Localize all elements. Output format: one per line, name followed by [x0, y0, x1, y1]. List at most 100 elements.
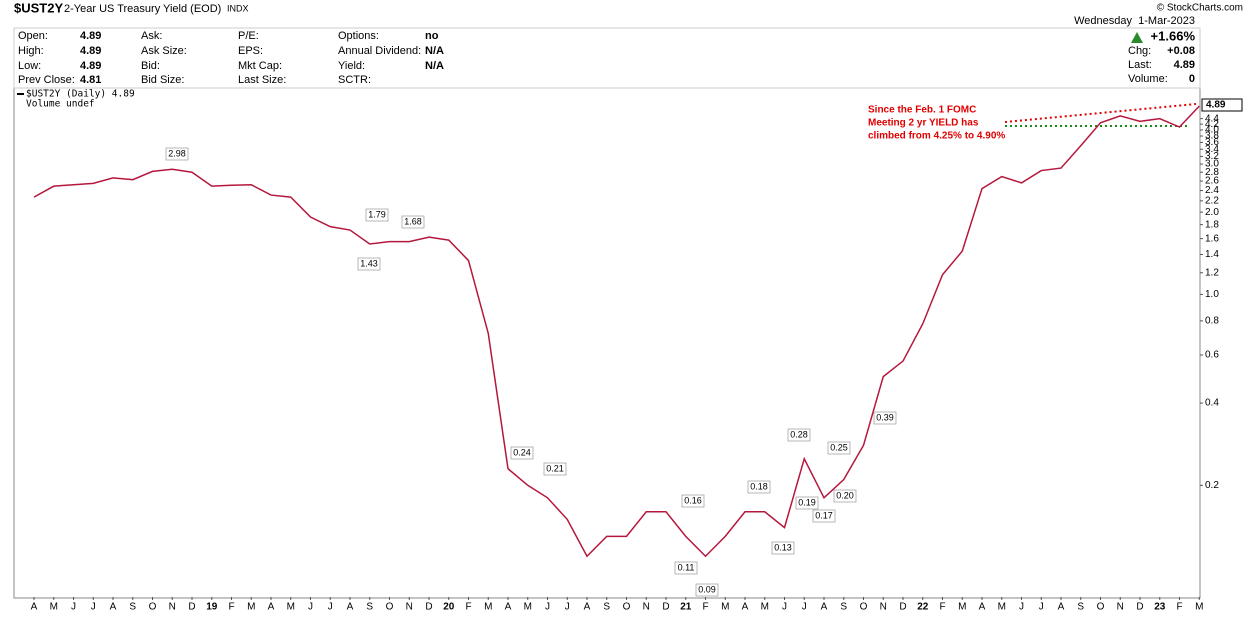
x-tick-label: F	[465, 602, 471, 613]
legend-entry: $UST2Y (Daily) 4.89	[26, 89, 135, 100]
y-tick-label: 2.2	[1205, 195, 1219, 206]
x-tick-label: M	[247, 602, 255, 613]
x-tick-label: 19	[206, 602, 218, 613]
x-tick-label: O	[386, 602, 394, 613]
x-tick-label: M	[1195, 602, 1203, 613]
y-tick-label: 0.6	[1205, 350, 1219, 361]
x-tick-label: A	[1058, 602, 1065, 613]
x-tick-label: A	[268, 602, 275, 613]
x-tick-label: S	[1077, 602, 1084, 613]
x-tick-label: A	[110, 602, 117, 613]
x-tick-label: F	[702, 602, 708, 613]
field-label: Mkt Cap:	[238, 60, 282, 72]
field-label: Options:	[338, 30, 379, 42]
x-tick-label: D	[1136, 602, 1143, 613]
field-value: N/A	[425, 45, 444, 57]
x-tick-label: M	[761, 602, 769, 613]
x-tick-label: A	[584, 602, 591, 613]
annotation: 0.09	[698, 584, 716, 594]
annotation: 0.21	[546, 463, 564, 473]
annotation-box	[510, 446, 534, 460]
x-tick-label: S	[603, 602, 610, 613]
annotation: 0.16	[684, 495, 702, 505]
field-label: Yield:	[338, 60, 365, 72]
plot-frame	[13, 87, 1201, 599]
annotation-box	[827, 441, 851, 455]
x-tick-label: S	[366, 602, 373, 613]
x-tick-label: D	[899, 602, 906, 613]
field-label: SCTR:	[338, 74, 371, 86]
field-label: Open:	[18, 30, 48, 42]
price-line	[33, 105, 1200, 558]
annotation: 0.39	[876, 412, 894, 422]
x-tick-label: N	[1117, 602, 1124, 613]
y-tick-label: 3.2	[1205, 151, 1219, 162]
field-label: Volume:	[1128, 73, 1168, 85]
annotation: 1.79	[368, 209, 386, 219]
annotation: 2.98	[168, 148, 186, 158]
x-tick-label: F	[228, 602, 234, 613]
x-tick-label: 21	[680, 602, 692, 613]
y-tick-label: 3.4	[1205, 144, 1219, 155]
field-label: Ask:	[141, 30, 162, 42]
field-label: Chg:	[1128, 45, 1151, 57]
legend-entry: Volume undef	[26, 99, 95, 110]
x-tick-label: J	[71, 602, 76, 613]
x-tick-label: D	[425, 602, 432, 613]
x-tick-label: M	[998, 602, 1006, 613]
field-value: N/A	[425, 60, 444, 72]
x-tick-label: A	[31, 602, 38, 613]
copyright: © StockCharts.com	[1157, 3, 1243, 14]
y-tick-label: 3.0	[1205, 159, 1219, 170]
note: Since the Feb. 1 FOMC	[868, 105, 976, 116]
field-value: 4.89	[80, 45, 101, 57]
x-tick-label: A	[821, 602, 828, 613]
x-tick-label: 20	[443, 602, 455, 613]
field-label: P/E:	[238, 30, 259, 42]
y-tick-label: 1.2	[1205, 267, 1219, 278]
symbol: $UST2Y	[14, 0, 63, 15]
x-tick-label: J	[1019, 602, 1024, 613]
field-value: +0.08	[1167, 45, 1195, 57]
annotation: 0.20	[836, 490, 854, 500]
x-tick-label: D	[662, 602, 669, 613]
annotation-box	[812, 509, 836, 523]
x-tick-label: N	[169, 602, 176, 613]
x-tick-label: J	[545, 602, 550, 613]
x-tick-label: M	[287, 602, 295, 613]
note: climbed from 4.25% to 4.90%	[868, 131, 1005, 142]
annotation-box	[165, 147, 189, 161]
x-tick-label: A	[505, 602, 512, 613]
field-label: Bid:	[141, 60, 160, 72]
y-tick-label: 1.8	[1205, 219, 1219, 230]
y-tick-label: 4.2	[1205, 119, 1219, 130]
change-pct: +1.66%	[1151, 28, 1196, 43]
y-tick-label: 1.0	[1205, 289, 1219, 300]
date: Wednesday 1-Mar-2023	[1074, 15, 1195, 27]
annotation: 0.19	[798, 497, 816, 507]
x-tick-label: M	[721, 602, 729, 613]
annotation: 1.43	[360, 258, 378, 268]
annotation: 0.11	[678, 562, 695, 572]
field-value: 4.89	[80, 60, 101, 72]
x-tick-label: J	[1039, 602, 1044, 613]
annotation-box	[873, 411, 897, 425]
x-tick-label: N	[406, 602, 413, 613]
y-tick-label: 0.2	[1205, 480, 1219, 491]
x-tick-label: F	[1176, 602, 1182, 613]
field-label: Last Size:	[238, 74, 286, 86]
annotation-box	[787, 428, 811, 442]
y-tick-label: 1.6	[1205, 233, 1219, 244]
y-tick-label: 4.0	[1205, 125, 1219, 136]
x-tick-label: O	[860, 602, 868, 613]
annotation-box	[365, 208, 389, 222]
annotation: 0.28	[790, 429, 808, 439]
x-tick-label: 22	[917, 602, 929, 613]
y-tick-label: 2.6	[1205, 176, 1219, 187]
last-value: 4.89	[1206, 100, 1226, 111]
x-tick-label: S	[129, 602, 136, 613]
x-tick-label: A	[742, 602, 749, 613]
annotation-box	[543, 462, 567, 476]
annotation-box	[771, 541, 795, 555]
